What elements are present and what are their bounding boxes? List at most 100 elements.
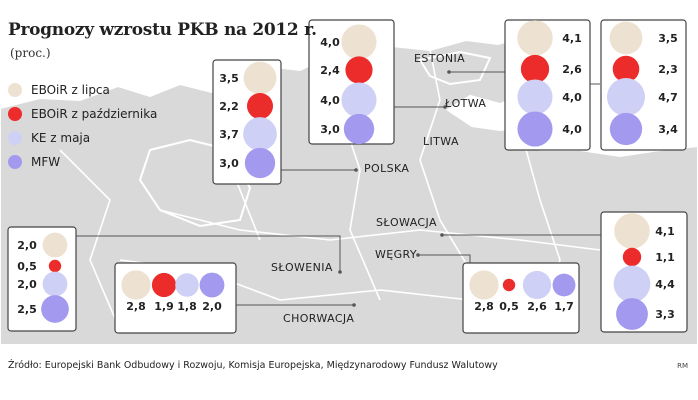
value-label-lotwa-ec_may: 4,7 (658, 91, 678, 104)
bubble-slowenia-ec_may (42, 271, 68, 297)
country-label-estonia: ESTONIA (414, 52, 465, 65)
country-border (159, 209, 601, 251)
country-box-lotwa: 3,5 2,3 4,7 3,4 (600, 19, 687, 151)
bubble-slowacja-ec_may (613, 265, 651, 303)
leader-line-slowenia (76, 235, 341, 272)
bubble-chorwacja-imf (199, 272, 225, 298)
leader-dot-litwa (443, 105, 447, 109)
country-box-wegry: 2,8 0,5 2,6 1,7 (462, 262, 580, 334)
legend-swatch-ebor-october (8, 107, 22, 121)
country-border (59, 149, 121, 331)
country-label-chorwacja: CHORWACJA (283, 312, 354, 325)
leader-dot-estonia (447, 70, 451, 74)
bubble-chorwacja-ebor_july (121, 270, 151, 300)
country-label-slowacja: SŁOWACJA (376, 216, 437, 229)
leader-dot-chorwacja (352, 303, 356, 307)
value-label-lotwa-ebor_july: 3,5 (658, 32, 678, 45)
value-label-wegry-ebor_october: 0,5 (499, 300, 519, 313)
bubble-lotwa-imf (609, 112, 643, 146)
bubble-slowenia-ebor_july (42, 232, 68, 258)
bubble-polska-ebor_october (246, 92, 274, 120)
value-label-slowenia-ec_may: 2,0 (17, 278, 37, 291)
bubble-estonia-ec_may (517, 79, 553, 115)
value-label-estonia-ebor_october: 2,6 (562, 63, 582, 76)
bubble-litwa-ebor_october (345, 56, 373, 84)
bubble-estonia-ebor_october (520, 54, 550, 84)
source-note: Źródło: Europejski Bank Odbudowy i Rozwo… (8, 360, 498, 371)
country-border (419, 49, 471, 271)
legend-swatch-ebor-july (8, 83, 22, 97)
legend-swatch-imf (8, 155, 22, 169)
country-label-polska: POLSKA (364, 162, 409, 175)
bubble-estonia-imf (517, 111, 553, 147)
legend-item-ebor-july: EBOiR z lipca (8, 78, 157, 102)
value-label-slowacja-ebor_october: 1,1 (655, 251, 675, 264)
bubble-polska-ec_may (243, 117, 277, 151)
bubble-wegry-ebor_october (502, 278, 516, 292)
legend: EBOiR z lipca EBOiR z października KE z … (8, 78, 157, 174)
value-label-wegry-imf: 1,7 (554, 300, 574, 313)
value-label-litwa-ebor_october: 2,4 (320, 64, 340, 77)
legend-label-imf: MFW (31, 155, 61, 169)
bubble-lotwa-ebor_july (609, 21, 643, 55)
author-credit: RM (677, 362, 688, 370)
bubble-slowacja-ebor_july (614, 213, 650, 249)
leader-dot-wegry (416, 253, 420, 257)
country-label-lotwa: ŁOTWA (444, 97, 486, 110)
bubble-litwa-imf (343, 113, 375, 145)
value-label-litwa-imf: 3,0 (320, 123, 340, 136)
value-label-chorwacja-imf: 2,0 (202, 300, 222, 313)
country-box-estonia: 4,1 2,6 4,0 4,0 (504, 19, 591, 151)
bubble-estonia-ebor_july (517, 20, 553, 56)
value-label-estonia-ec_may: 4,0 (562, 91, 582, 104)
legend-item-ec-may: KE z maja (8, 126, 157, 150)
country-label-wegry: WĘGRY (375, 248, 417, 261)
value-label-chorwacja-ec_may: 1,8 (177, 300, 197, 313)
bubble-slowacja-imf (616, 298, 648, 330)
bubble-chorwacja-ec_may (175, 273, 199, 297)
bubble-polska-imf (244, 147, 276, 179)
value-label-slowenia-ebor_october: 0,5 (17, 260, 37, 273)
legend-label-ec-may: KE z maja (31, 131, 91, 145)
country-box-slowenia: 2,0 0,5 2,0 2,5 (7, 226, 77, 332)
value-label-slowacja-imf: 3,3 (655, 308, 675, 321)
country-labels: ESTONIA ŁOTWA LITWA POLSKA SŁOWACJA WĘGRY SŁOW… (271, 52, 486, 325)
leader-lines (76, 70, 601, 307)
bubble-slowacja-ebor_october (622, 247, 642, 267)
legend-label-ebor-october: EBOiR z października (31, 107, 158, 121)
bubble-litwa-ebor_july (341, 24, 377, 60)
value-label-chorwacja-ebor_july: 2,8 (126, 300, 146, 313)
bubble-lotwa-ebor_october (612, 55, 640, 83)
value-label-slowacja-ebor_july: 4,1 (655, 225, 675, 238)
bubble-polska-ebor_july (243, 61, 277, 95)
country-label-slowenia: SŁOWENIA (271, 261, 333, 274)
value-label-polska-imf: 3,0 (219, 157, 239, 170)
value-label-slowenia-imf: 2,5 (17, 303, 37, 316)
value-label-polska-ebor_october: 2,2 (219, 100, 239, 113)
value-label-chorwacja-ebor_october: 1,9 (154, 300, 174, 313)
bubble-slowenia-ebor_october (48, 259, 62, 273)
value-label-litwa-ec_may: 4,0 (320, 94, 340, 107)
legend-label-ebor-july: EBOiR z lipca (31, 83, 110, 97)
bubble-slowenia-imf (41, 295, 69, 323)
value-label-slowenia-ebor_july: 2,0 (17, 239, 37, 252)
value-label-wegry-ec_may: 2,6 (527, 300, 547, 313)
land-shape (418, 50, 492, 86)
bubble-chorwacja-ebor_october (151, 272, 177, 298)
leader-line-wegry (418, 254, 471, 263)
chart-title: Prognozy wzrostu PKB na 2012 r. (8, 20, 317, 40)
value-label-lotwa-imf: 3,4 (658, 123, 678, 136)
country-box-slowacja: 4,1 1,1 4,4 3,3 (600, 211, 688, 333)
country-box-polska: 3,5 2,2 3,7 3,0 (212, 59, 282, 185)
value-label-wegry-ebor_july: 2,8 (474, 300, 494, 313)
legend-item-imf: MFW (8, 150, 157, 174)
leader-dot-slowacja (440, 233, 444, 237)
bubble-wegry-ec_may (522, 270, 552, 300)
legend-swatch-ec-may (8, 131, 22, 145)
value-label-estonia-ebor_july: 4,1 (562, 32, 582, 45)
country-box-chorwacja: 2,8 1,9 1,8 2,0 (114, 262, 237, 334)
country-label-litwa: LITWA (423, 135, 459, 148)
value-label-polska-ec_may: 3,7 (219, 128, 239, 141)
value-label-estonia-imf: 4,0 (562, 123, 582, 136)
